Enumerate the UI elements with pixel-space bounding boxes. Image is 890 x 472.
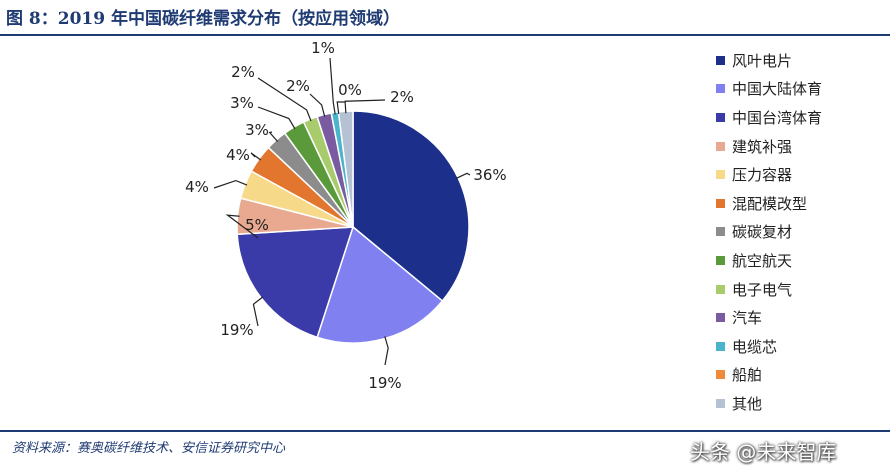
legend-label: 船舶: [732, 366, 763, 385]
data-label-12: 2%: [390, 88, 414, 106]
leader-line-11: [336, 101, 346, 114]
legend-swatch: [716, 170, 725, 180]
legend-item: 中国台湾体育: [716, 103, 822, 132]
legend-swatch: [716, 55, 725, 65]
leader-line-2: [252, 296, 264, 327]
legend-label: 汽车: [732, 309, 763, 328]
legend-swatch: [716, 198, 725, 208]
legend-item: 航空航天: [716, 246, 822, 275]
legend-label: 风叶电片: [732, 51, 793, 70]
legend-label: 电子电气: [732, 280, 793, 299]
legend-swatch: [716, 313, 725, 323]
source-note: 资料来源：赛奥碳纤维技术、安信证券研究中心: [12, 441, 286, 456]
legend: 风叶电片中国大陆体育 中国台湾体育 建筑补强压力容器混配模改型碳碳复材航空航天电子电…: [716, 46, 822, 418]
legend-label: 中国大陆体育: [732, 80, 823, 99]
leader-line-9: [309, 93, 326, 117]
legend-item: 电缆芯: [716, 332, 822, 361]
data-labels: 36% 19% 19% 5% 4% 4% 3% 3% 2% 2% 1% 0% 2%: [185, 39, 507, 392]
data-label-8: 2%: [231, 63, 255, 81]
data-label-9: 2%: [286, 77, 310, 95]
leader-line-7: [257, 106, 296, 130]
leader-line-8: [257, 77, 312, 122]
data-label-7: 3%: [230, 94, 254, 112]
legend-item: 汽车: [716, 303, 822, 332]
legend-label: 中国台湾体育: [732, 108, 823, 127]
footer-divider: [0, 430, 890, 432]
leader-line-6: [268, 131, 279, 142]
legend-item: 中国大陆体育: [716, 75, 822, 104]
data-label-1: 19%: [368, 374, 401, 392]
legend-label: 航空航天: [732, 251, 793, 270]
legend-label: 碳碳复材: [732, 223, 793, 242]
legend-label: 电缆芯: [732, 337, 778, 356]
data-label-0: 36%: [473, 166, 506, 184]
legend-item: 船舶: [716, 361, 822, 390]
legend-swatch: [716, 84, 725, 94]
legend-item: 其他: [716, 389, 822, 418]
data-label-5: 4%: [226, 146, 250, 164]
legend-label: 压力容器: [732, 166, 793, 185]
legend-swatch: [716, 284, 725, 294]
data-label-10: 1%: [311, 39, 335, 57]
watermark: 头条 @未来智库: [690, 440, 837, 464]
legend-item: 混配模改型: [716, 189, 822, 218]
legend-item: 风叶电片: [716, 46, 822, 75]
leader-line-5: [250, 152, 262, 161]
legend-swatch: [716, 255, 725, 265]
data-label-6: 3%: [245, 121, 269, 139]
chart-title: 图 8：2019 年中国碳纤维需求分布（按应用领域）: [6, 9, 400, 29]
leader-line-0: [455, 172, 471, 180]
data-label-2: 19%: [220, 321, 253, 339]
legend-swatch: [716, 341, 725, 351]
title-divider: [0, 34, 890, 36]
legend-item: 压力容器: [716, 160, 822, 189]
leader-line-4: [213, 179, 248, 189]
legend-label: 其他: [732, 394, 763, 413]
legend-swatch: [716, 398, 725, 408]
legend-swatch: [716, 370, 725, 380]
pie-slices: [236, 110, 470, 344]
leader-line-12: [344, 99, 386, 114]
legend-swatch: [716, 227, 725, 237]
leader-line-10: [329, 57, 336, 115]
legend-label: 混配模改型: [732, 194, 808, 213]
data-label-4: 4%: [185, 178, 209, 196]
leader-line-3: [225, 214, 259, 239]
legend-item: 碳碳复材: [716, 218, 822, 247]
data-label-3: 5%: [245, 216, 269, 234]
legend-item: 建筑补强: [716, 132, 822, 161]
legend-label: 建筑补强: [732, 137, 793, 156]
leader-lines: [213, 57, 471, 366]
data-label-11: 0%: [338, 81, 362, 99]
leader-line-1: [384, 336, 389, 366]
legend-swatch: [716, 141, 725, 151]
legend-swatch: [716, 112, 725, 122]
legend-item: 电子电气: [716, 275, 822, 304]
